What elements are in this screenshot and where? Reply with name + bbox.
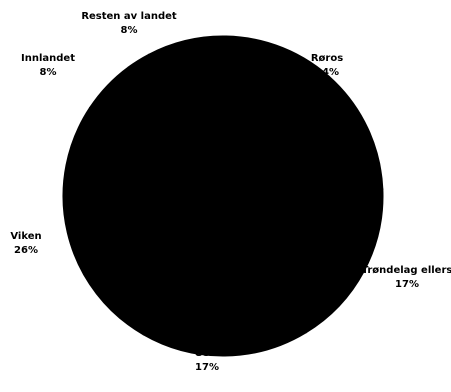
slice-label-value: 8% bbox=[120, 25, 138, 36]
slice-label-name: Innlandet bbox=[21, 53, 75, 64]
pie-slice-viken bbox=[62, 106, 224, 336]
slice-label: Oslo 17% bbox=[195, 347, 220, 375]
pie-slice-trøndelag-ellers bbox=[222, 188, 384, 334]
slice-label: Resten av landet 8% bbox=[81, 10, 176, 38]
slice-label-value: 17% bbox=[395, 279, 419, 290]
pie-slice-resten-av-landet bbox=[148, 35, 227, 197]
pie-slice-oslo bbox=[142, 195, 307, 357]
slice-label-value: 8% bbox=[39, 67, 57, 78]
slice-label: Innlandet 8% bbox=[21, 52, 75, 80]
slice-label-name: Oslo bbox=[194, 348, 220, 359]
slice-label-name: Trøndelag ellers bbox=[361, 265, 451, 276]
slice-label-name: Røros bbox=[310, 53, 344, 64]
slice-label-value: 26% bbox=[14, 245, 38, 256]
slice-label: Viken 26% bbox=[10, 230, 41, 258]
slice-label-name: Viken bbox=[10, 231, 42, 242]
slice-label: Trøndelag ellers 17% bbox=[362, 264, 451, 292]
slice-label-value: 24% bbox=[315, 67, 339, 78]
slice-label: Røros 24% bbox=[311, 52, 343, 80]
slice-label-value: 17% bbox=[195, 362, 219, 373]
pie-slice-røros bbox=[222, 35, 384, 197]
slice-label-name: Resten av landet bbox=[81, 11, 177, 22]
